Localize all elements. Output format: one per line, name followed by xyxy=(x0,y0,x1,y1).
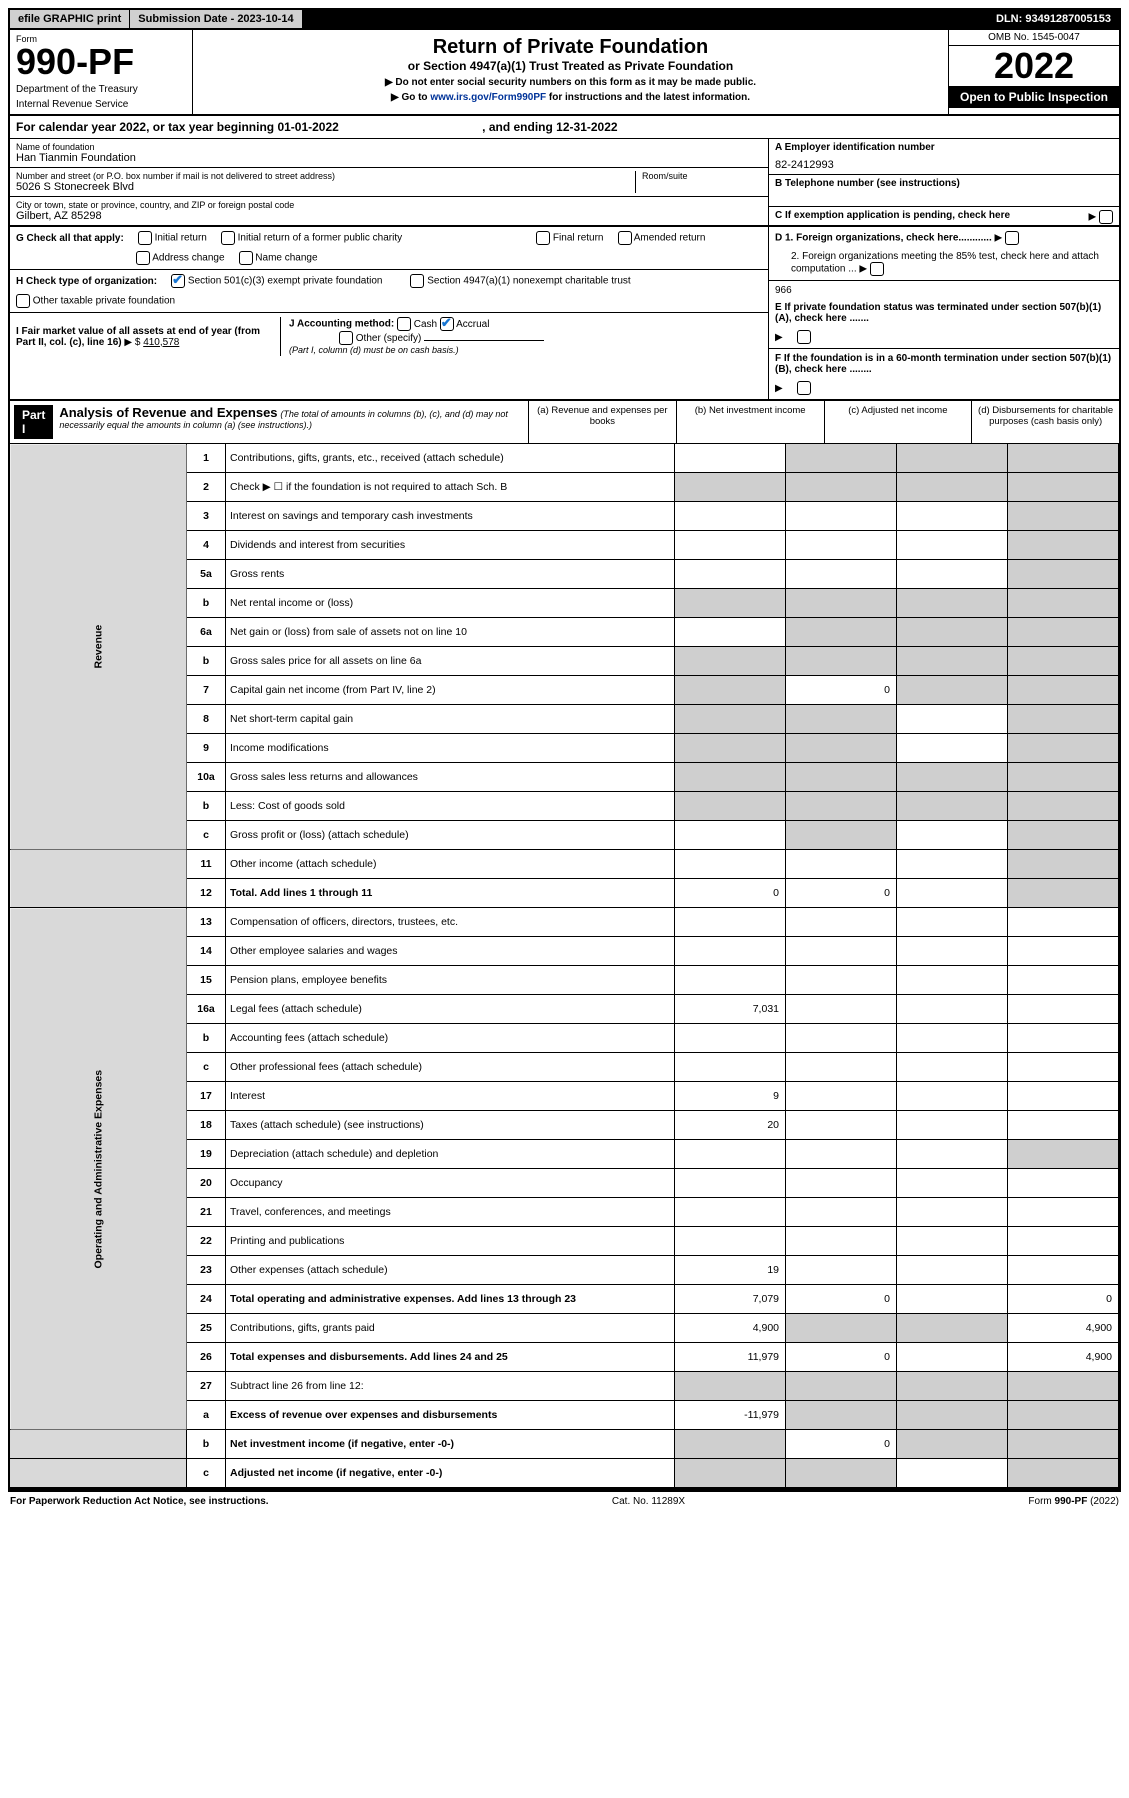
foundation-name-label: Name of foundation xyxy=(16,142,762,152)
room-label: Room/suite xyxy=(642,171,762,181)
g-final[interactable] xyxy=(536,231,550,245)
ssn-warning: ▶ Do not enter social security numbers o… xyxy=(199,77,942,88)
revenue-table: Revenue 1Contributions, gifts, grants, e… xyxy=(10,444,1119,908)
cal-end: , and ending 12-31-2022 xyxy=(482,120,617,134)
submission-date: Submission Date - 2023-10-14 xyxy=(130,10,301,28)
h-other-taxable[interactable] xyxy=(16,294,30,308)
foundation-name: Han Tianmin Foundation xyxy=(16,152,762,164)
e-checkbox[interactable] xyxy=(797,330,811,344)
f-label: F If the foundation is in a 60-month ter… xyxy=(775,353,1113,375)
g-address-change[interactable] xyxy=(136,251,150,265)
efile-print-button[interactable]: efile GRAPHIC print xyxy=(10,10,130,28)
h-label: H Check type of organization: xyxy=(16,276,157,287)
j-label: J Accounting method: xyxy=(289,319,394,330)
part1-label: Part I xyxy=(14,405,53,439)
g-amended[interactable] xyxy=(618,231,632,245)
calendar-year-row: For calendar year 2022, or tax year begi… xyxy=(8,116,1121,138)
e-label: E If private foundation status was termi… xyxy=(775,302,1113,324)
city-label: City or town, state or province, country… xyxy=(16,200,762,210)
revenue-side-label: Revenue xyxy=(10,444,187,850)
g-initial-return[interactable] xyxy=(138,231,152,245)
g-label: G Check all that apply: xyxy=(16,233,124,244)
col-b-header: (b) Net investment income xyxy=(676,401,824,443)
part1-title: Analysis of Revenue and Expenses xyxy=(59,405,277,420)
form-number: 990-PF xyxy=(16,44,186,80)
cat-no: Cat. No. 11289X xyxy=(612,1496,685,1507)
checks-block: G Check all that apply: Initial return I… xyxy=(8,227,1121,401)
expenses-table: Operating and Administrative Expenses 13… xyxy=(10,908,1119,1488)
form-title: Return of Private Foundation xyxy=(199,36,942,59)
form-subtitle: or Section 4947(a)(1) Trust Treated as P… xyxy=(199,59,942,73)
g-name-change[interactable] xyxy=(239,251,253,265)
dln: DLN: 93491287005153 xyxy=(988,10,1119,28)
paperwork-notice: For Paperwork Reduction Act Notice, see … xyxy=(10,1496,269,1507)
c-checkbox[interactable] xyxy=(1099,210,1113,224)
i-label: I Fair market value of all assets at end… xyxy=(16,326,260,348)
irs: Internal Revenue Service xyxy=(16,99,186,110)
dept-treasury: Department of the Treasury xyxy=(16,84,186,95)
j-note: (Part I, column (d) must be on cash basi… xyxy=(289,345,459,355)
open-public: Open to Public Inspection xyxy=(949,86,1119,108)
h-501c3[interactable] xyxy=(171,274,185,288)
d2-checkbox[interactable] xyxy=(870,262,884,276)
h-4947[interactable] xyxy=(410,274,424,288)
col-a-header: (a) Revenue and expenses per books xyxy=(528,401,676,443)
goto-link-line: ▶ Go to www.irs.gov/Form990PF for instru… xyxy=(199,92,942,103)
f-checkbox[interactable] xyxy=(797,381,811,395)
j-accrual[interactable] xyxy=(440,317,454,331)
part1-section: Part I Analysis of Revenue and Expenses … xyxy=(8,401,1121,1490)
omb-number: OMB No. 1545-0047 xyxy=(949,30,1119,46)
i-value: 410,578 xyxy=(143,337,179,348)
address-label: Number and street (or P.O. box number if… xyxy=(16,171,635,181)
city: Gilbert, AZ 85298 xyxy=(16,210,762,222)
tax-year: 2022 xyxy=(949,46,1119,86)
d1-checkbox[interactable] xyxy=(1005,231,1019,245)
d1-label: D 1. Foreign organizations, check here..… xyxy=(775,233,992,244)
form-header: Form 990-PF Department of the Treasury I… xyxy=(8,30,1121,116)
tel-label: B Telephone number (see instructions) xyxy=(775,178,1113,189)
entity-block: Name of foundation Han Tianmin Foundatio… xyxy=(8,138,1121,227)
address: 5026 S Stonecreek Blvd xyxy=(16,181,635,193)
col-c-header: (c) Adjusted net income xyxy=(824,401,972,443)
irs-link[interactable]: www.irs.gov/Form990PF xyxy=(430,92,546,103)
j-other[interactable] xyxy=(339,331,353,345)
form-ref: Form 990-PF (2022) xyxy=(1028,1496,1119,1507)
top-bar: efile GRAPHIC print Submission Date - 20… xyxy=(8,8,1121,30)
ein: 82-2412993 xyxy=(775,159,1113,171)
col-d-header: (d) Disbursements for charitable purpose… xyxy=(971,401,1119,443)
j-cash[interactable] xyxy=(397,317,411,331)
g-initial-former[interactable] xyxy=(221,231,235,245)
expenses-side-label: Operating and Administrative Expenses xyxy=(10,908,187,1430)
d2-label: 2. Foreign organizations meeting the 85%… xyxy=(791,251,1099,275)
page-footer: For Paperwork Reduction Act Notice, see … xyxy=(8,1490,1121,1511)
ein-label: A Employer identification number xyxy=(775,142,1113,153)
c-label: C If exemption application is pending, c… xyxy=(775,210,1010,221)
cal-begin: For calendar year 2022, or tax year begi… xyxy=(16,120,339,134)
